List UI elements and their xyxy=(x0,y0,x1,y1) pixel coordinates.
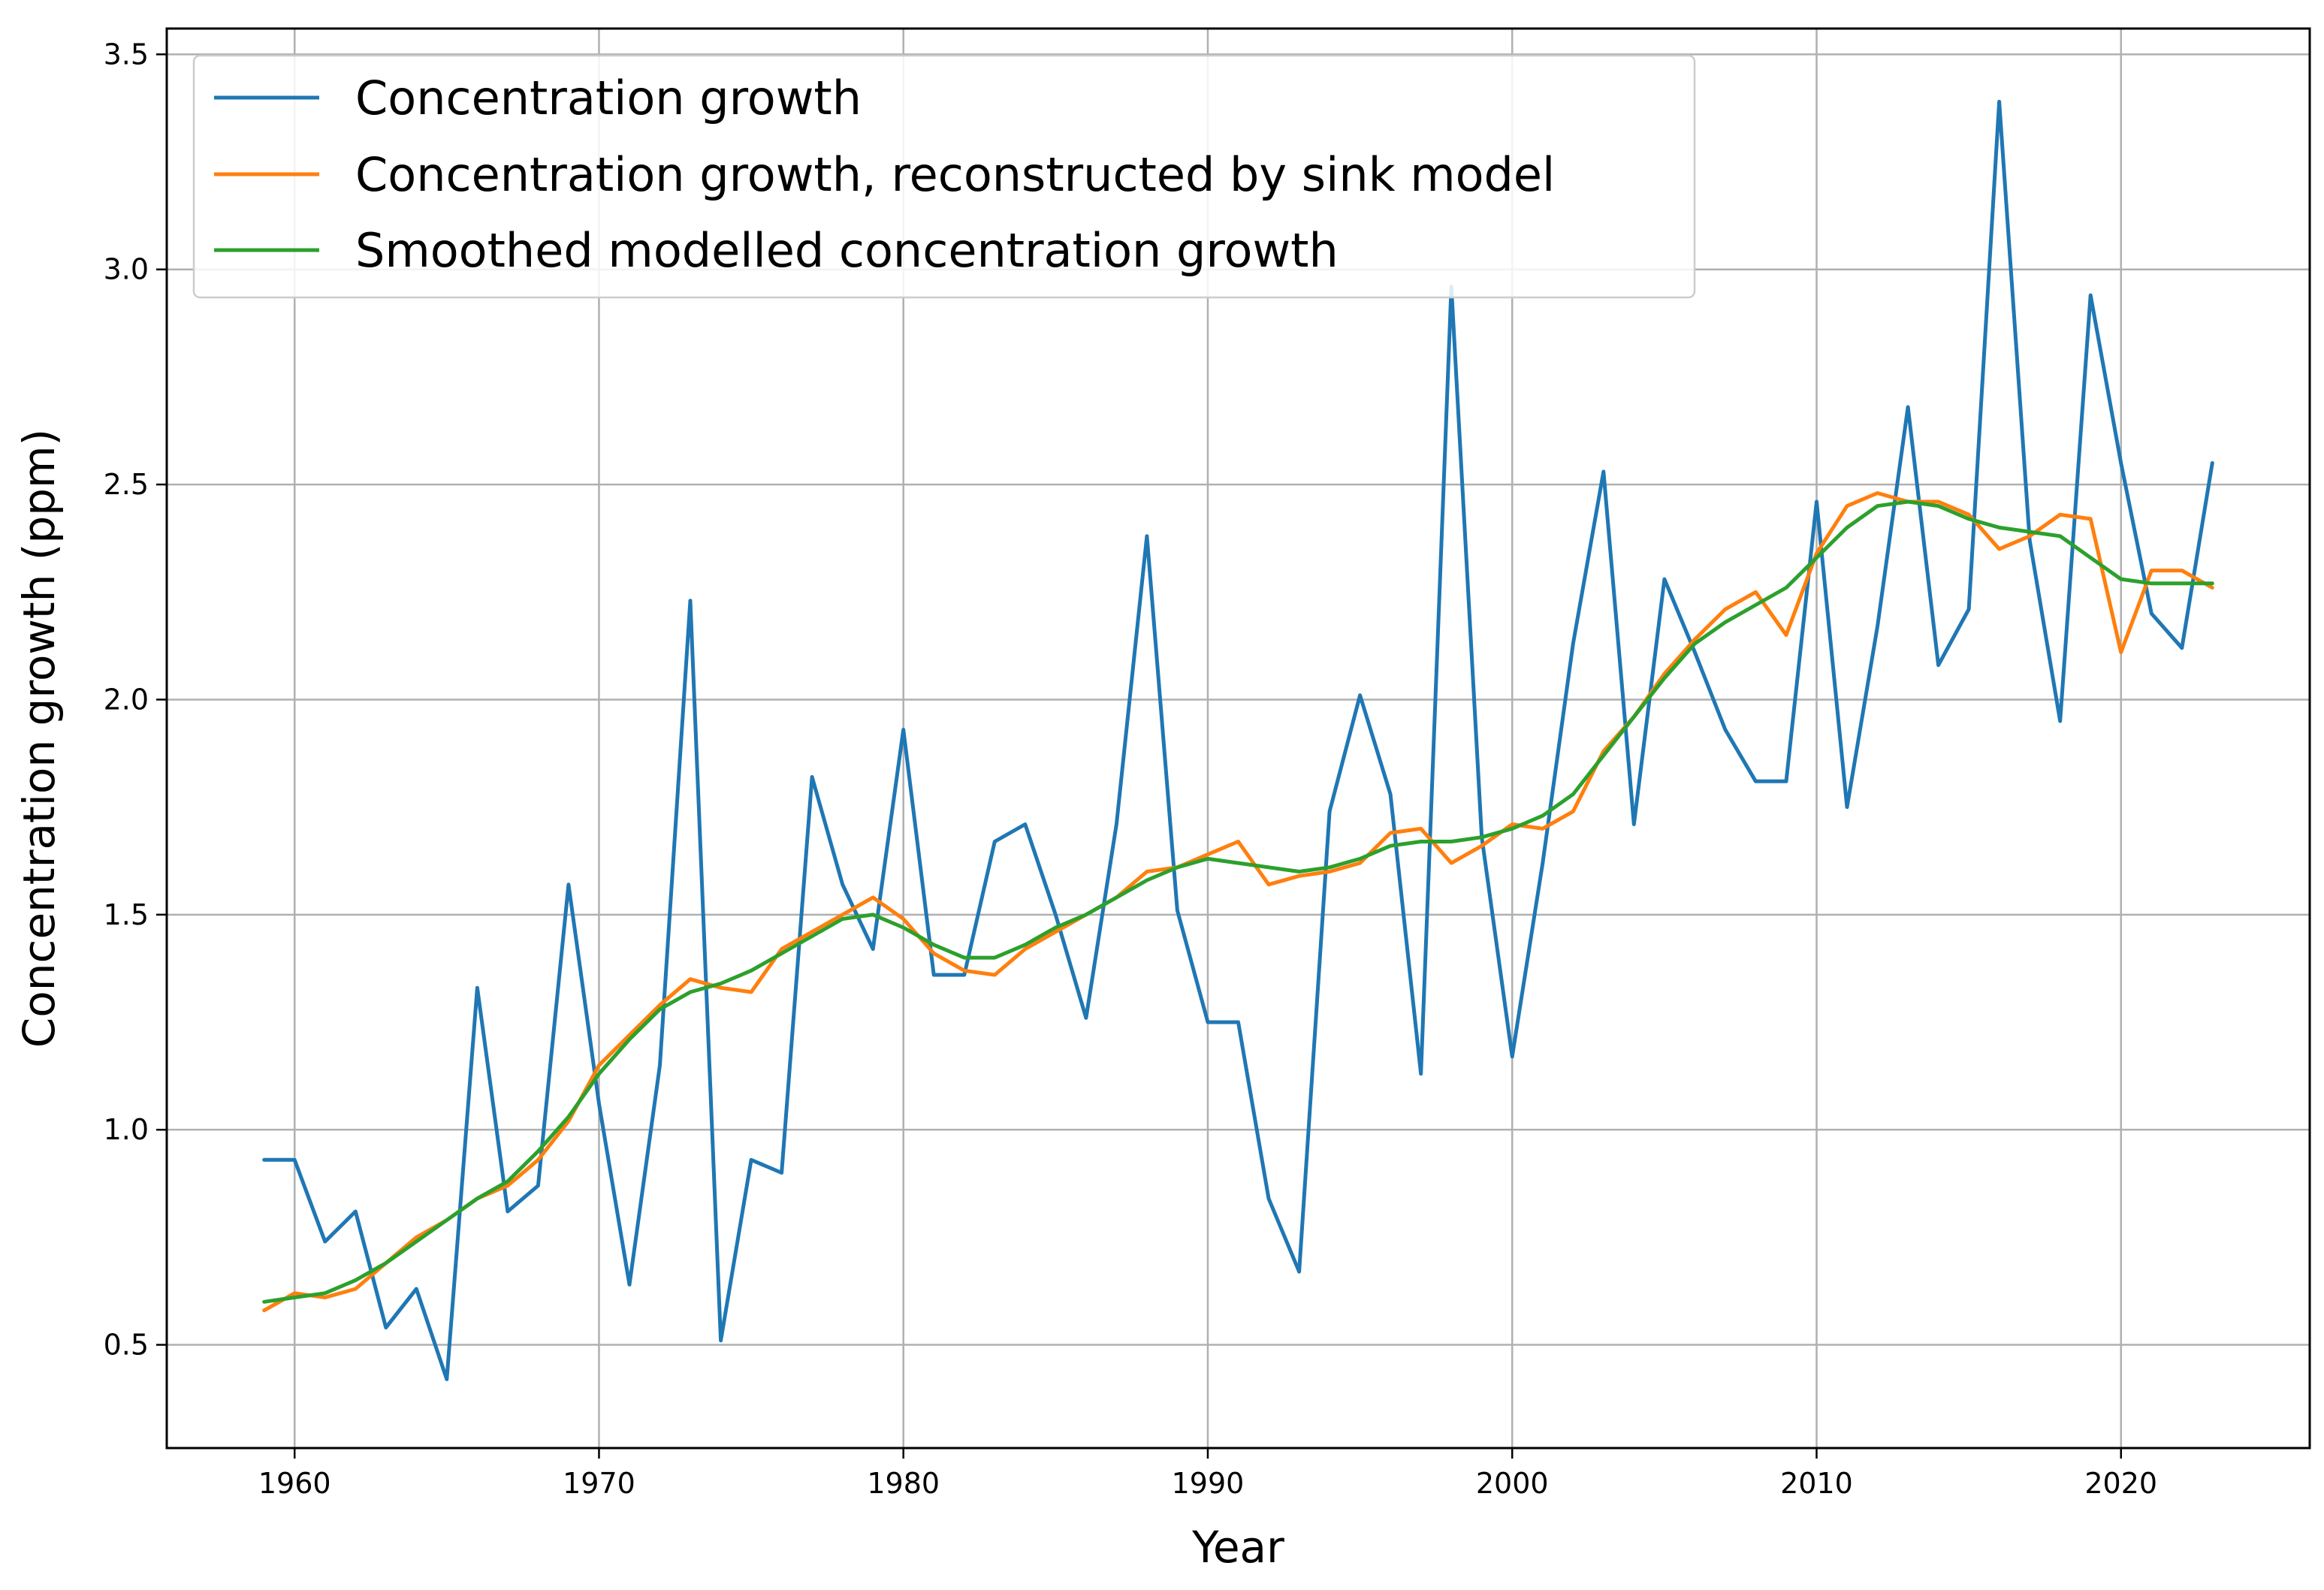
series-line-smoothed xyxy=(262,499,2214,1304)
y-tick-label: 3.5 xyxy=(104,38,149,71)
plot-frame xyxy=(165,27,2311,1450)
x-tick-label: 2000 xyxy=(1476,1467,1549,1500)
y-tick-label: 2.0 xyxy=(104,683,149,716)
x-tick-label: 1990 xyxy=(1172,1467,1245,1500)
data-series xyxy=(262,99,2214,1381)
y-tick-label: 1.5 xyxy=(104,898,149,931)
legend-box xyxy=(192,54,1696,299)
series-line-reconstructed xyxy=(262,491,2214,1313)
y-axis-label: Concentration growth (ppm) xyxy=(14,429,65,1048)
x-tick-label: 1970 xyxy=(563,1467,635,1500)
legend: Concentration growth Concentration growt… xyxy=(192,54,1696,299)
x-axis-label: Year xyxy=(1191,1522,1284,1573)
y-tick-label: 1.0 xyxy=(104,1113,149,1146)
y-tick-label: 3.0 xyxy=(104,253,149,286)
x-tick-label: 1960 xyxy=(258,1467,331,1500)
x-tick-label: 2020 xyxy=(2084,1467,2157,1500)
x-axis-ticks: 1960 1970 1980 1990 2000 2010 2020 xyxy=(258,1448,2157,1500)
series-line-concentration-growth xyxy=(262,99,2214,1381)
y-tick-label: 2.5 xyxy=(104,468,149,501)
legend-label-reconstructed: Concentration growth, reconstructed by s… xyxy=(355,147,1555,202)
legend-label-smoothed: Smoothed modelled concentration growth xyxy=(355,223,1339,278)
y-tick-label: 0.5 xyxy=(104,1329,149,1362)
y-axis-ticks: 0.5 1.0 1.5 2.0 2.5 3.0 3.5 xyxy=(104,38,167,1362)
x-tick-label: 2010 xyxy=(1780,1467,1853,1500)
x-tick-label: 1980 xyxy=(867,1467,940,1500)
legend-label-concentration-growth: Concentration growth xyxy=(355,71,862,125)
